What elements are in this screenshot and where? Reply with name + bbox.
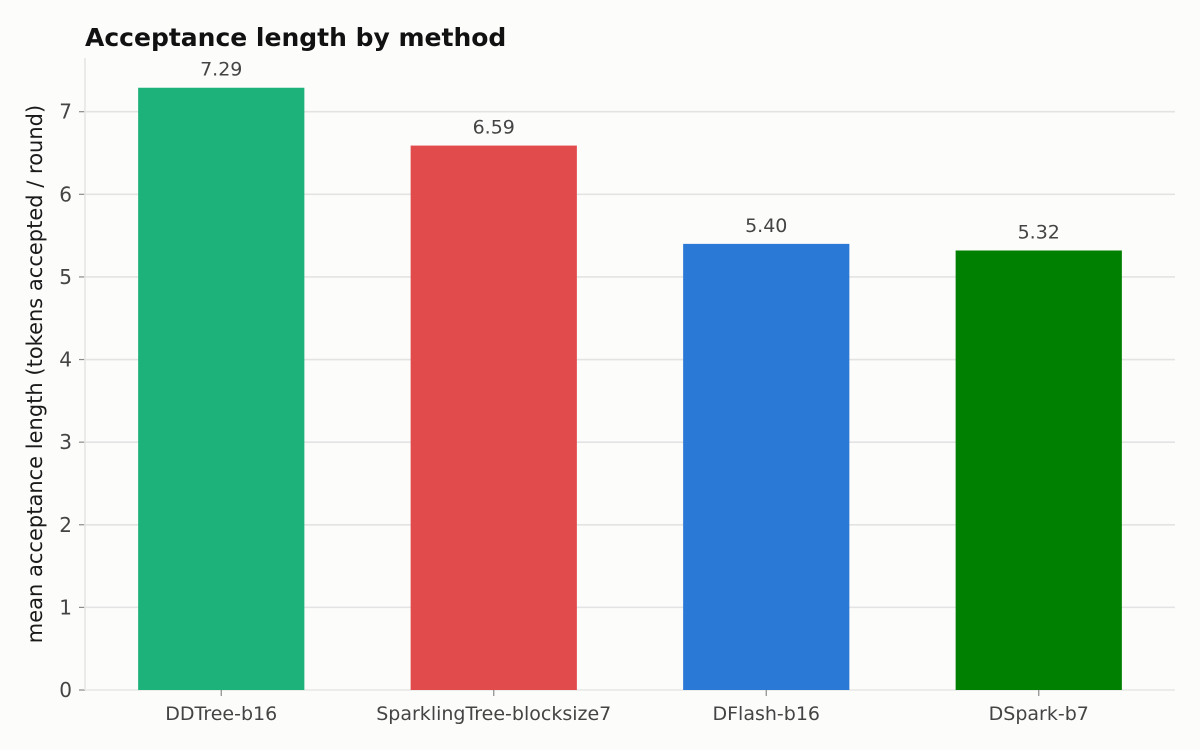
data-label: 7.29	[200, 59, 242, 81]
data-label: 5.40	[745, 215, 787, 237]
y-tick-label: 2	[59, 513, 72, 537]
data-label: 6.59	[473, 117, 515, 139]
chart-title: Acceptance length by method	[85, 23, 506, 52]
y-tick-label: 4	[59, 348, 72, 372]
bar-0	[138, 87, 305, 691]
x-tick-label: DDTree-b16	[165, 703, 277, 725]
y-tick-label: 3	[59, 430, 72, 454]
bars	[138, 87, 1122, 691]
y-tick-label: 7	[59, 100, 72, 124]
y-tick-label: 1	[59, 595, 72, 619]
y-axis-label: mean acceptance length (tokens accepted …	[23, 105, 47, 643]
x-tick-label: DSpark-b7	[989, 703, 1089, 725]
y-tick-label: 0	[59, 678, 72, 702]
bar-3	[955, 250, 1122, 690]
x-tick-label: SparklingTree-blocksize7	[376, 703, 611, 725]
y-tick-label: 6	[59, 182, 72, 206]
labels: 0 1 2 3 4 5 6 7 7.29 DDTree-b16 6.59 SparklingTree-…	[59, 59, 1089, 725]
bar-2	[683, 243, 850, 690]
bar-1	[410, 145, 577, 691]
x-tick-label: DFlash-b16	[712, 703, 820, 725]
y-tick-label: 5	[59, 265, 72, 289]
data-label: 5.32	[1018, 221, 1060, 243]
